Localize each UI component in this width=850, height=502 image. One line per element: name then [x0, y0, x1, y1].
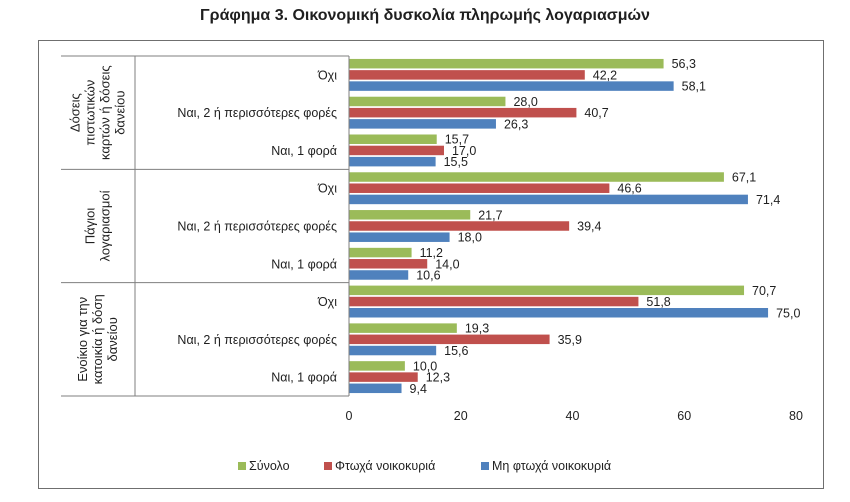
data-label: 19,3	[465, 322, 489, 336]
bar	[349, 247, 412, 258]
data-label: 51,8	[646, 295, 670, 309]
data-label: 56,3	[672, 57, 696, 71]
bar	[349, 221, 570, 231]
chart-frame	[38, 40, 824, 489]
bar	[349, 361, 405, 371]
data-label: 71,4	[756, 193, 780, 207]
data-label: 21,7	[478, 208, 502, 222]
data-label: 28,0	[513, 95, 537, 109]
category-label: Ναι, 1 φορά	[271, 257, 337, 271]
bar	[349, 308, 769, 318]
data-label: 46,6	[617, 182, 641, 196]
data-label: 15,6	[444, 344, 468, 358]
data-label: 10,6	[416, 268, 440, 282]
x-tick-label: 60	[677, 409, 691, 423]
group-label: Ενοίκιο για τηνκατοικία ή δόσηδανείου	[75, 294, 120, 384]
bar	[349, 270, 409, 280]
group-label: Δόσειςπιστωτικώνκαρτών ή δόσειςδανείου	[68, 65, 128, 160]
category-label: Όχι	[317, 295, 337, 309]
legend-swatch	[481, 462, 489, 470]
category-label: Όχι	[317, 182, 337, 196]
bar	[349, 145, 444, 156]
data-label: 35,9	[558, 333, 582, 347]
x-tick-label: 40	[566, 409, 580, 423]
legend-label: Σύνολο	[249, 459, 290, 473]
category-label: Ναι, 1 φορά	[271, 144, 337, 158]
data-label: 58,1	[682, 80, 706, 94]
chart-title: Γράφημα 3. Οικονομική δυσκολία πληρωμής …	[200, 7, 650, 24]
bar	[349, 259, 428, 269]
bar	[349, 81, 674, 91]
bar	[349, 232, 450, 242]
data-label: 39,4	[577, 220, 601, 234]
data-label: 70,7	[752, 284, 776, 298]
data-label: 18,0	[458, 231, 482, 245]
bar	[349, 285, 745, 296]
x-tick-label: 20	[454, 409, 468, 423]
bar	[349, 383, 402, 394]
bar	[349, 334, 550, 345]
data-label: 17,0	[452, 144, 476, 158]
group-label: Πάγιοιλογαριασμοί	[83, 190, 113, 261]
data-label: 67,1	[732, 171, 756, 185]
bar	[349, 194, 748, 205]
legend-swatch	[324, 462, 332, 470]
x-tick-label: 80	[789, 409, 803, 423]
bar	[349, 134, 437, 144]
data-label: 15,5	[444, 155, 468, 169]
data-label: 15,7	[445, 133, 469, 147]
bar	[349, 345, 437, 356]
bar	[349, 210, 471, 220]
data-label: 42,2	[593, 68, 617, 82]
data-label: 10,0	[413, 359, 437, 373]
category-label: Ναι, 2 ή περισσότερες φορές	[177, 220, 337, 234]
bar	[349, 323, 457, 333]
data-label: 12,3	[426, 371, 450, 385]
data-label: 40,7	[584, 106, 608, 120]
data-label: 14,0	[435, 257, 459, 271]
bar	[349, 96, 506, 107]
data-label: 75,0	[776, 306, 800, 320]
legend-label: Μη φτωχά νοικοκυριά	[492, 459, 611, 473]
category-label: Ναι, 2 ή περισσότερες φορές	[177, 333, 337, 347]
bar	[349, 183, 610, 193]
bar	[349, 58, 664, 69]
category-label: Όχι	[317, 68, 337, 82]
data-label: 11,2	[420, 246, 443, 260]
bar	[349, 156, 436, 167]
bar	[349, 296, 639, 307]
legend-label: Φτωχά νοικοκυριά	[335, 459, 435, 473]
bar	[349, 119, 496, 129]
data-label: 9,4	[410, 382, 427, 396]
legend-swatch	[238, 462, 246, 470]
bar	[349, 107, 577, 118]
x-tick-label: 0	[346, 409, 353, 423]
data-label: 26,3	[504, 117, 528, 131]
category-label: Ναι, 2 ή περισσότερες φορές	[177, 106, 337, 120]
bar	[349, 372, 418, 382]
bar	[349, 172, 724, 182]
category-label: Ναι, 1 φορά	[271, 371, 337, 385]
bar	[349, 70, 585, 80]
